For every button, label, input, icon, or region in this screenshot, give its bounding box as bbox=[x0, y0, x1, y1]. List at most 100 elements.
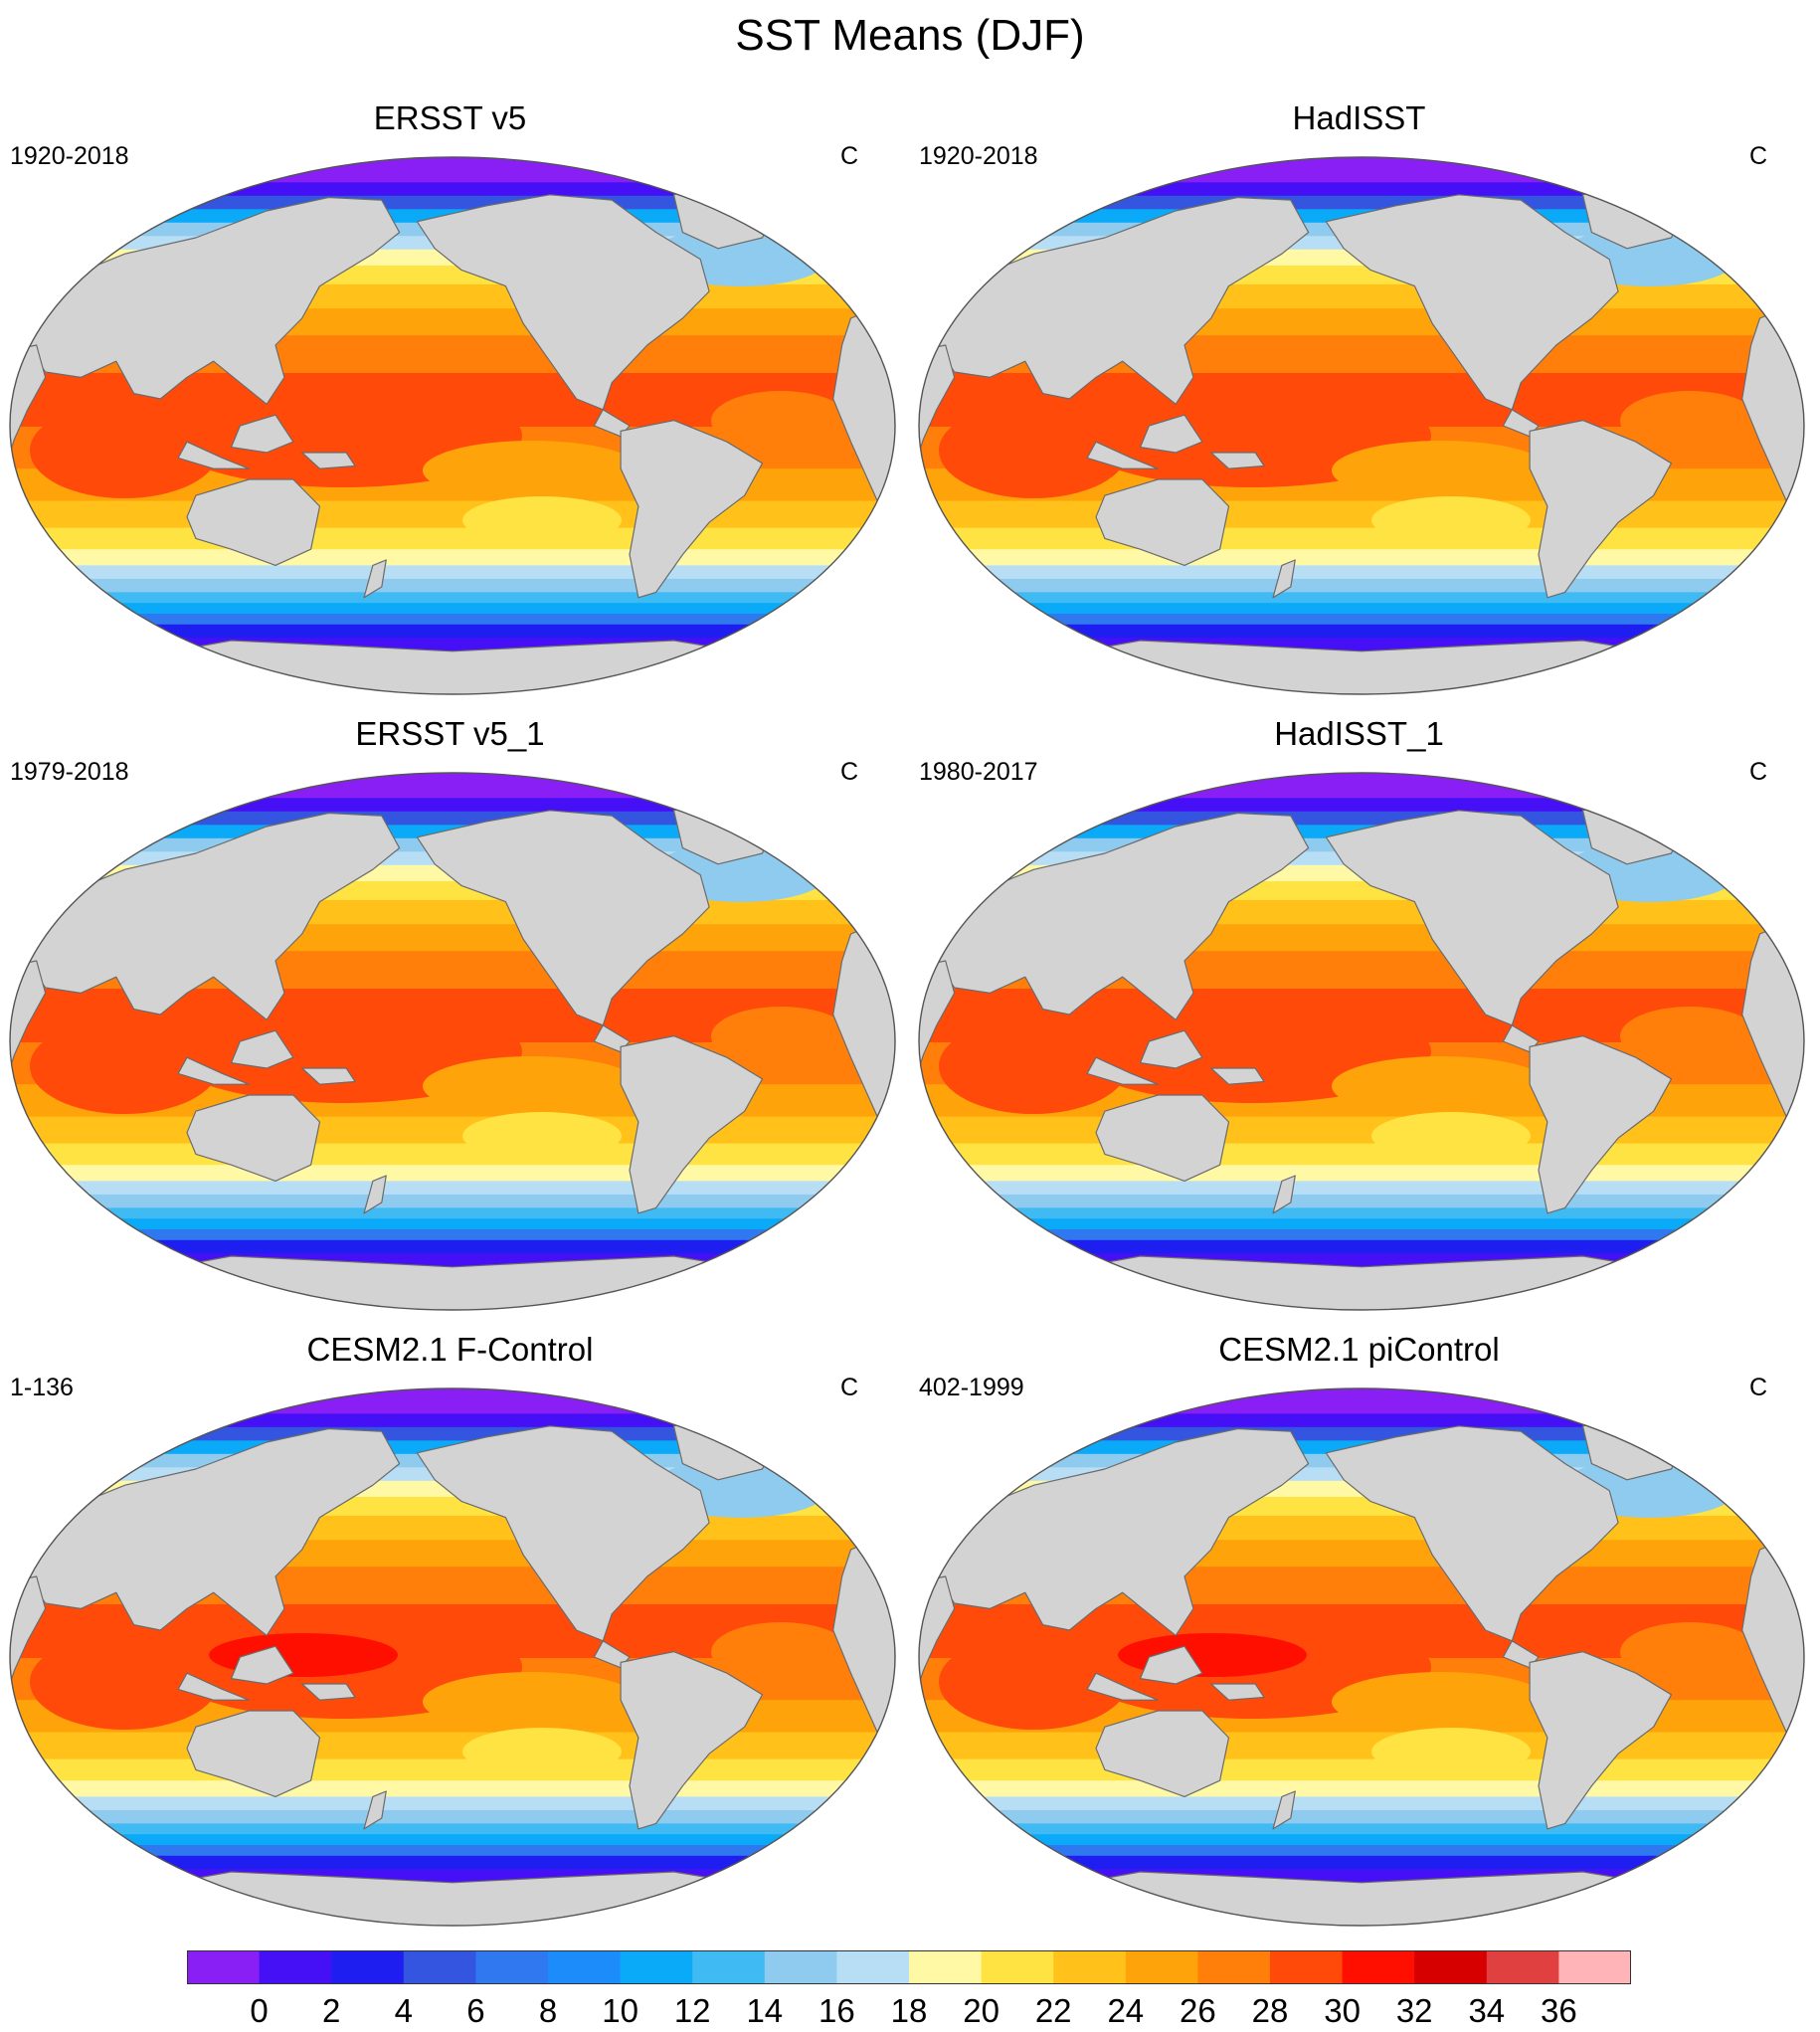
cold-tongue bbox=[1371, 496, 1531, 544]
colorbar-frame bbox=[187, 1950, 1631, 1984]
sst-band bbox=[10, 810, 895, 826]
land-mass bbox=[1210, 1683, 1265, 1701]
sst-band bbox=[919, 1412, 1804, 1427]
sst-band bbox=[919, 1181, 1804, 1196]
atlantic-warm bbox=[711, 1622, 850, 1682]
sst-band bbox=[10, 1758, 895, 1782]
sst-band bbox=[919, 1116, 1804, 1145]
colorbar-label: 36 bbox=[1541, 1992, 1577, 2029]
colorbar-label: 14 bbox=[746, 1992, 784, 2029]
sst-map bbox=[918, 772, 1805, 1311]
colorbar-swatch bbox=[187, 1950, 261, 1984]
sst-map bbox=[918, 1387, 1805, 1927]
sst-band bbox=[919, 797, 1804, 812]
land-mass bbox=[416, 1425, 710, 1642]
colorbar-label: 28 bbox=[1251, 1992, 1289, 2029]
sst-band bbox=[10, 1207, 895, 1220]
land-mass bbox=[936, 196, 1310, 405]
sst-band bbox=[10, 1425, 895, 1441]
land-mass bbox=[1095, 1710, 1230, 1797]
land-mass bbox=[1529, 420, 1673, 599]
land-mass bbox=[1272, 559, 1296, 599]
panel-period: 1979-2018 bbox=[10, 758, 129, 786]
land-mass bbox=[363, 559, 387, 599]
cold-tongue bbox=[1371, 1112, 1531, 1160]
sst-band bbox=[10, 773, 895, 799]
sst-band bbox=[919, 1207, 1804, 1220]
atlantic-warm bbox=[1620, 1007, 1759, 1066]
globe-outline bbox=[918, 1387, 1805, 1927]
colorbar-swatch bbox=[1053, 1950, 1127, 1984]
sst-band bbox=[919, 1809, 1804, 1825]
cold-tongue bbox=[1371, 1728, 1531, 1775]
sst-band bbox=[919, 1425, 1804, 1441]
colorbar-swatch bbox=[1125, 1950, 1198, 1984]
land-mass bbox=[363, 1790, 387, 1830]
panel-title: HadISST_1 bbox=[1274, 715, 1444, 752]
land-mass bbox=[1210, 1067, 1265, 1085]
map-panel: ERSST v5_1 1979-2018 C bbox=[0, 713, 900, 1320]
land-mass bbox=[186, 478, 321, 566]
sst-band bbox=[919, 603, 1804, 615]
panel-period: 1920-2018 bbox=[919, 142, 1038, 170]
sst-band bbox=[10, 614, 895, 626]
sst-band bbox=[10, 1780, 895, 1798]
atlantic-warm bbox=[711, 1007, 850, 1066]
colorbar-label: 6 bbox=[466, 1992, 485, 2029]
land-mass bbox=[1325, 1425, 1619, 1642]
colorbar bbox=[187, 1950, 1631, 1984]
sst-band bbox=[919, 1218, 1804, 1230]
globe-outline bbox=[918, 772, 1805, 1311]
colorbar-swatch bbox=[1342, 1950, 1415, 1984]
cold-tongue bbox=[462, 496, 622, 544]
sst-band bbox=[919, 1229, 1804, 1241]
sst-band bbox=[919, 194, 1804, 210]
panel-title: HadISST bbox=[1292, 99, 1426, 136]
panel-units: C bbox=[1749, 758, 1768, 786]
sst-band bbox=[10, 1116, 895, 1145]
land-mass bbox=[1272, 1790, 1296, 1830]
land-masses bbox=[919, 793, 1804, 1310]
panel-title: ERSST v5 bbox=[373, 99, 527, 136]
colorbar-swatch bbox=[836, 1950, 910, 1984]
sst-band bbox=[919, 578, 1804, 594]
colorbar-label: 10 bbox=[602, 1992, 638, 2029]
cold-tongue bbox=[462, 1728, 622, 1775]
sst-band bbox=[10, 1165, 895, 1183]
sst-map bbox=[918, 156, 1805, 695]
land-mass bbox=[1086, 441, 1159, 469]
sst-map bbox=[9, 772, 896, 1311]
sst-band bbox=[919, 1732, 1804, 1760]
globe-outline bbox=[918, 156, 1805, 695]
panel-units: C bbox=[840, 142, 859, 170]
land-mass bbox=[301, 452, 356, 469]
sst-band bbox=[10, 797, 895, 812]
sst-band bbox=[919, 157, 1804, 183]
map-panel: HadISST_1 1980-2017 C bbox=[909, 713, 1809, 1320]
land-mass bbox=[177, 1056, 250, 1085]
map-panel: ERSST v5 1920-2018 C bbox=[0, 97, 900, 704]
colorbar-swatch bbox=[1558, 1950, 1631, 1984]
colorbar-label: 4 bbox=[394, 1992, 413, 2029]
panel-units: C bbox=[840, 758, 859, 786]
sst-band bbox=[919, 565, 1804, 580]
colorbar-swatch bbox=[909, 1950, 983, 1984]
land-mass bbox=[177, 1672, 250, 1701]
land-mass bbox=[230, 1029, 294, 1069]
colorbar-swatch bbox=[403, 1950, 476, 1984]
land-mass bbox=[230, 414, 294, 454]
sst-band bbox=[10, 500, 895, 529]
panel-period: 1920-2018 bbox=[10, 142, 129, 170]
land-mass bbox=[1095, 478, 1230, 566]
land-mass bbox=[27, 812, 401, 1020]
cold-tongue bbox=[1332, 1056, 1550, 1116]
colorbar-label: 0 bbox=[250, 1992, 269, 2029]
colorbar-label: 24 bbox=[1107, 1992, 1145, 2029]
atlantic-warm bbox=[1620, 1622, 1759, 1682]
map-panel: CESM2.1 F-Control 1-136 C bbox=[0, 1329, 900, 1936]
sst-band bbox=[919, 614, 1804, 626]
land-mass bbox=[1086, 1056, 1159, 1085]
land-mass bbox=[620, 1035, 764, 1214]
land-mass bbox=[936, 812, 1310, 1020]
colorbar-swatch bbox=[331, 1950, 405, 1984]
